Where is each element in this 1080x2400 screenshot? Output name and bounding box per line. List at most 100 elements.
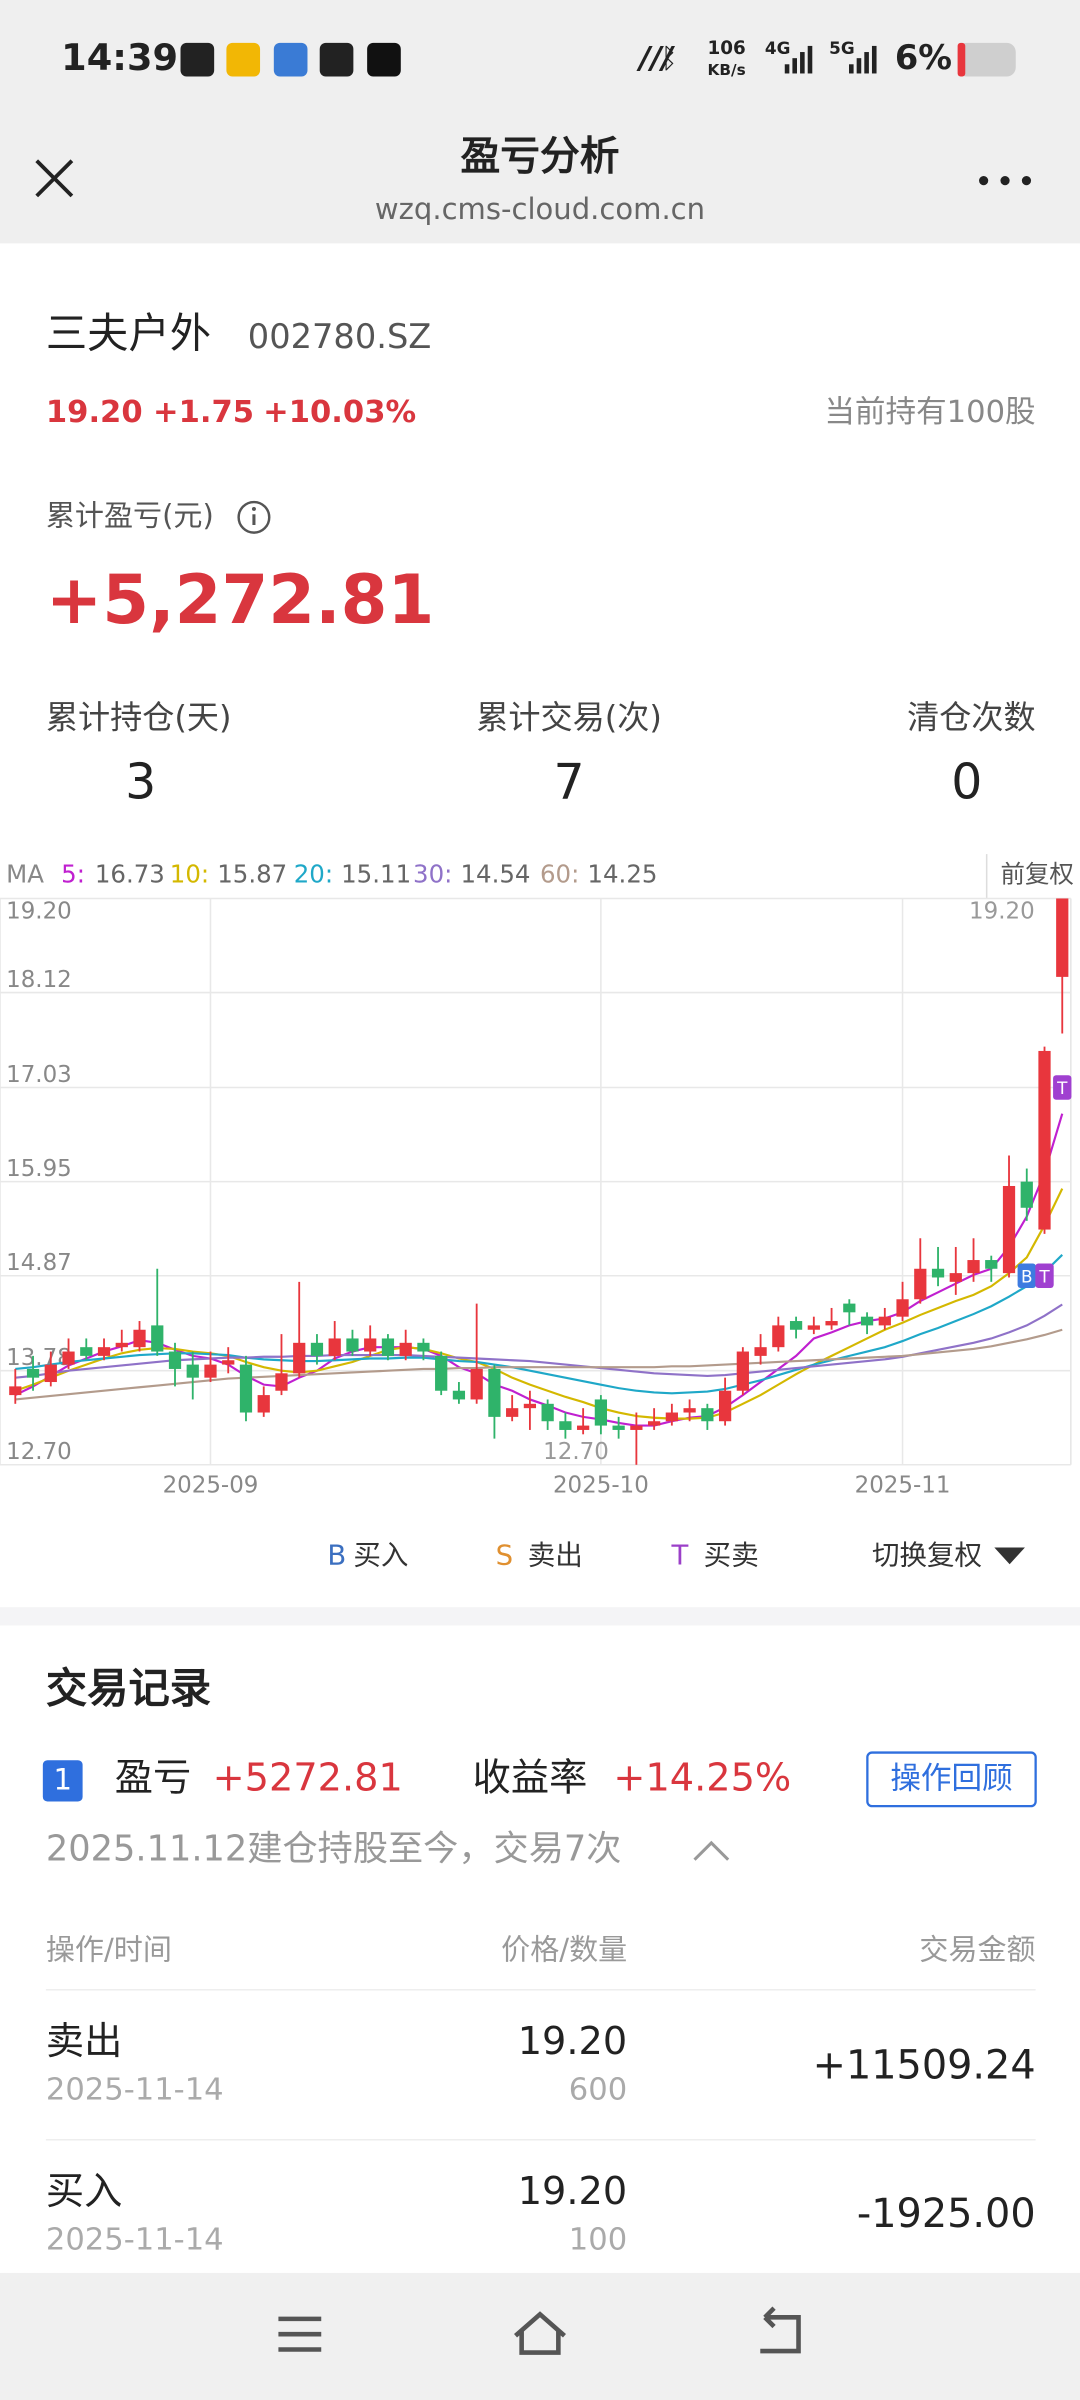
candle-body bbox=[168, 1351, 182, 1369]
candle-body bbox=[1020, 1181, 1033, 1208]
network-4g: 4G bbox=[765, 38, 791, 58]
candle-body bbox=[80, 1347, 93, 1356]
candle-body bbox=[417, 1342, 430, 1352]
signal-icon: /// bbox=[636, 41, 675, 76]
legend-name: 10: bbox=[170, 860, 209, 889]
candle-body bbox=[364, 1338, 377, 1352]
candle-body bbox=[541, 1403, 554, 1422]
review-button-label[interactable]: 操作回顾 bbox=[890, 1762, 1012, 1797]
row-date: 2025-11-14 bbox=[46, 2222, 224, 2257]
ma-line bbox=[15, 1303, 1063, 1379]
candle-body bbox=[435, 1355, 448, 1391]
candle-body bbox=[488, 1368, 501, 1417]
pnl-value: +5272.81 bbox=[213, 1756, 403, 1801]
candle-body bbox=[896, 1299, 909, 1317]
ma-line bbox=[14, 1113, 1064, 1427]
candle-body bbox=[399, 1342, 412, 1356]
candle-body bbox=[789, 1321, 803, 1330]
candle-body bbox=[931, 1268, 945, 1278]
stat-value: 3 bbox=[125, 754, 156, 811]
x-tick-label: 2025-10 bbox=[553, 1473, 649, 1499]
candle-body bbox=[807, 1325, 820, 1330]
switch-adjust[interactable]: 切换复权 bbox=[872, 1540, 982, 1572]
review-button[interactable] bbox=[866, 1751, 1037, 1808]
info-icon[interactable] bbox=[237, 500, 271, 534]
clock: 14:39 bbox=[61, 36, 178, 79]
stat-value: 0 bbox=[951, 754, 982, 811]
stock-code: 002780.SZ bbox=[248, 317, 432, 356]
battery-level: 6% bbox=[895, 38, 952, 77]
candle-body bbox=[683, 1408, 696, 1413]
candle-body bbox=[257, 1395, 270, 1413]
legend-value: 15.87 bbox=[217, 860, 287, 889]
candle-body bbox=[204, 1364, 217, 1378]
adjust-button[interactable]: 前复权 bbox=[1000, 860, 1073, 889]
section-gap bbox=[0, 1607, 1080, 1626]
dropdown-arrow[interactable] bbox=[994, 1547, 1025, 1565]
candle-body bbox=[9, 1386, 22, 1396]
candle-body bbox=[506, 1408, 519, 1417]
legend-text: 卖出 bbox=[528, 1540, 583, 1572]
trade-marker bbox=[1053, 1075, 1072, 1100]
candle-body bbox=[594, 1399, 608, 1426]
app-icons bbox=[180, 42, 401, 77]
net-speed: 106 bbox=[707, 38, 745, 59]
back-button[interactable] bbox=[760, 2306, 801, 2354]
candle-body bbox=[665, 1412, 678, 1422]
candle-body bbox=[718, 1390, 732, 1422]
candle-body bbox=[26, 1368, 40, 1378]
candle-body bbox=[648, 1421, 661, 1426]
legend-key: B bbox=[327, 1540, 346, 1572]
trade-marker-label: T bbox=[1056, 1078, 1068, 1098]
candle-body bbox=[328, 1338, 341, 1356]
row-price: 19.20 bbox=[518, 2019, 627, 2064]
candle-body bbox=[97, 1347, 111, 1356]
candle-body bbox=[843, 1303, 856, 1313]
home-button[interactable] bbox=[514, 2311, 566, 2355]
stat-label: 累计交易(次) bbox=[476, 698, 662, 736]
candle-body bbox=[967, 1260, 980, 1274]
candle-body bbox=[914, 1268, 927, 1300]
legend-value: 14.25 bbox=[587, 860, 657, 889]
candle-body bbox=[701, 1408, 714, 1422]
y-tick-label: 14.87 bbox=[6, 1250, 72, 1276]
candle-body bbox=[452, 1390, 466, 1400]
candle-body bbox=[559, 1421, 572, 1430]
y-tick-label: 12.70 bbox=[6, 1439, 72, 1465]
bluetooth-icon: ᛒ bbox=[661, 43, 678, 75]
profit-value: +5,272.81 bbox=[46, 561, 434, 639]
legend-name: 30: bbox=[413, 860, 452, 889]
collapse-caret[interactable] bbox=[693, 1840, 730, 1861]
candle-body bbox=[346, 1338, 359, 1352]
candle-body bbox=[523, 1403, 537, 1409]
yield-label: 收益率 bbox=[473, 1756, 588, 1801]
trade-marker-label: T bbox=[1038, 1266, 1050, 1286]
candle-body bbox=[186, 1364, 199, 1378]
candle-body bbox=[44, 1364, 57, 1383]
signal-bars-2 bbox=[849, 45, 877, 74]
candle-body bbox=[612, 1425, 625, 1430]
more-button[interactable] bbox=[979, 176, 1032, 186]
candle-body bbox=[1056, 898, 1069, 977]
legend-key: S bbox=[496, 1540, 513, 1572]
stock-name: 三夫户外 bbox=[46, 310, 211, 358]
row-qty: 600 bbox=[569, 2072, 627, 2107]
signal-bars-1 bbox=[784, 45, 813, 74]
ma-line bbox=[15, 1328, 1063, 1401]
candle-body bbox=[470, 1368, 483, 1400]
ma-line bbox=[15, 1254, 1064, 1395]
plot: 12.7013.7814.8715.9517.0318.1219.202025-… bbox=[0, 897, 1072, 1499]
network-5g: 5G bbox=[829, 38, 855, 58]
candle-body bbox=[754, 1347, 767, 1356]
row-date: 2025-11-14 bbox=[46, 2072, 224, 2107]
candle-body bbox=[949, 1273, 962, 1282]
legend-name: 20: bbox=[294, 860, 333, 889]
legend-name: 5: bbox=[61, 860, 85, 889]
menu-button[interactable] bbox=[278, 2316, 322, 2352]
holding: 当前持有100股 bbox=[824, 395, 1035, 430]
candle-body bbox=[878, 1316, 891, 1326]
close-button[interactable] bbox=[35, 159, 74, 198]
row-price: 19.20 bbox=[518, 2169, 627, 2214]
y-tick-label: 19.20 bbox=[6, 899, 72, 925]
